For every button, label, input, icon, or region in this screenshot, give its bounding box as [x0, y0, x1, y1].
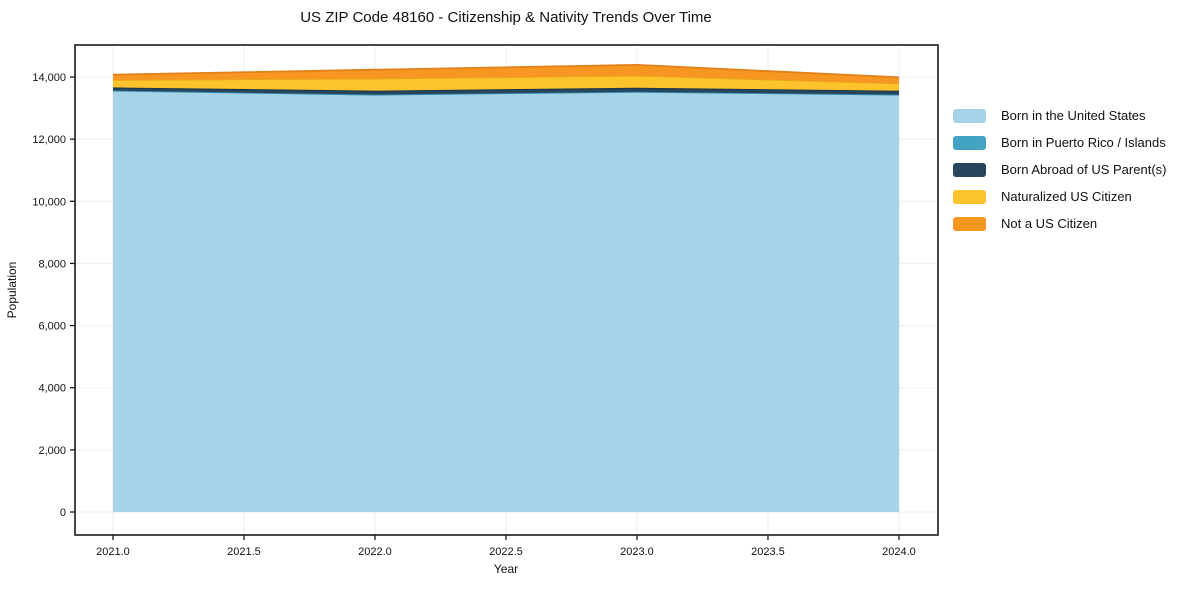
y-tick-label: 4,000 — [38, 383, 66, 395]
x-axis-label: Year — [494, 562, 518, 576]
legend-swatch — [953, 108, 986, 123]
area-series-4 — [112, 64, 899, 84]
stacked-areas — [112, 63, 900, 513]
legend-item: Born Abroad of US Parent(s) — [953, 156, 1166, 183]
x-tick-label: 2023.5 — [751, 546, 785, 558]
y-tick-label: 2,000 — [38, 445, 66, 457]
legend-label: Born Abroad of US Parent(s) — [1001, 162, 1167, 177]
legend-label: Born in Puerto Rico / Islands — [1001, 135, 1166, 150]
y-tick-label: 10,000 — [32, 196, 66, 208]
x-tick-label: 2024.0 — [882, 546, 916, 558]
legend-item: Born in Puerto Rico / Islands — [953, 129, 1166, 156]
area-series-0 — [112, 90, 899, 513]
y-tick-label: 12,000 — [32, 134, 66, 146]
x-tick-label: 2021.5 — [227, 546, 261, 558]
legend-swatch — [953, 216, 986, 231]
legend-swatch — [953, 162, 986, 177]
legend-item: Born in the United States — [953, 102, 1166, 129]
y-tick-label: 6,000 — [38, 321, 66, 333]
chart-title: US ZIP Code 48160 - Citizenship & Nativi… — [300, 9, 712, 26]
legend-item: Naturalized US Citizen — [953, 183, 1166, 210]
x-tick-label: 2021.0 — [96, 546, 130, 558]
legend-label: Naturalized US Citizen — [1001, 189, 1132, 204]
area-series-4-edge — [112, 63, 900, 79]
legend-label: Born in the United States — [1001, 108, 1146, 123]
axes: 0 2,000 4,000 6,000 8,000 10,000 12,000 14,000 2… — [32, 44, 939, 558]
legend-label: Not a US Citizen — [1001, 216, 1098, 231]
x-tick-label: 2022.0 — [358, 546, 392, 558]
legend-swatch — [953, 135, 986, 150]
legend-item: Not a US Citizen — [953, 210, 1166, 237]
y-tick-label: 14,000 — [32, 72, 66, 84]
x-tick-label: 2023.0 — [620, 546, 654, 558]
y-tick-label: 8,000 — [38, 258, 66, 270]
x-tick-label: 2022.5 — [489, 546, 523, 558]
y-axis-label: Population — [5, 262, 19, 319]
legend: Born in the United States Born in Puerto … — [953, 102, 1166, 237]
y-tick-label: 0 — [60, 507, 66, 519]
legend-swatch — [953, 189, 986, 204]
